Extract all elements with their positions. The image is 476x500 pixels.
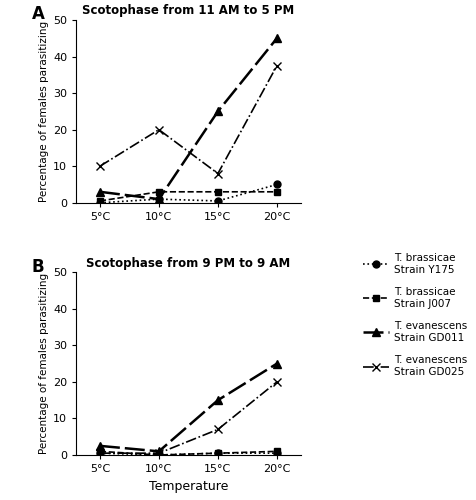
Title: Scotophase from 9 PM to 9 AM: Scotophase from 9 PM to 9 AM <box>86 256 290 270</box>
Y-axis label: Percentage of females parasitizing: Percentage of females parasitizing <box>39 21 49 202</box>
Text: A: A <box>31 6 44 24</box>
X-axis label: Temperature: Temperature <box>149 480 228 492</box>
Text: B: B <box>31 258 44 276</box>
Legend: T. brassicae
Strain Y175, T. brassicae
Strain J007, T. evanescens
Strain GD011, : T. brassicae Strain Y175, T. brassicae S… <box>358 249 471 381</box>
Title: Scotophase from 11 AM to 5 PM: Scotophase from 11 AM to 5 PM <box>82 4 294 18</box>
Y-axis label: Percentage of females parasitizing: Percentage of females parasitizing <box>39 273 49 454</box>
